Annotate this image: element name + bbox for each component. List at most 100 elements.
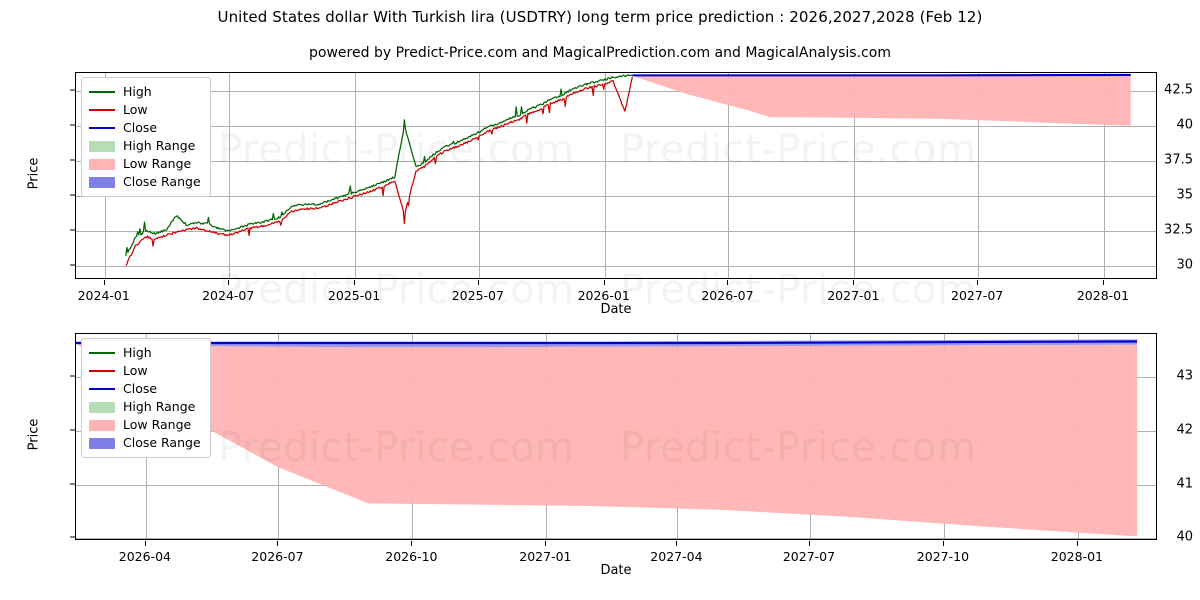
gridline-horizontal [76,231,1156,233]
legend-line-swatch [89,352,115,354]
legend-item-label: Low Range [123,156,192,171]
x-axis-tick-label: 2024-07 [202,288,255,303]
legend-band-swatch [89,158,115,170]
bottom-chart-x-axis-label: Date [600,563,632,578]
bottom-chart-y-axis-label: Price [26,418,42,451]
x-axis-tick-mark [411,541,413,546]
y-axis-tick-mark [70,194,75,196]
bottom-chart-series [76,339,1138,537]
x-axis-tick-mark [1102,280,1104,285]
legend-band-swatch [89,401,115,413]
legend-item: High Range [89,137,201,155]
legend-line-swatch [89,388,115,390]
x-axis-tick-label: 2027-07 [950,288,1004,303]
gridline-horizontal [76,161,1156,163]
top-chart-legend: High Low Close High Range Low Range Close Ran… [81,77,211,197]
legend-item-label: High Range [123,399,196,414]
x-axis-tick-label: 2027-10 [916,549,970,564]
gridline-horizontal [76,126,1156,128]
y-axis-tick-mark [70,124,75,126]
legend-item-label: Low [123,102,148,117]
gridline-horizontal [76,91,1156,93]
y-axis-tick-label: 32.5 [1164,222,1193,238]
x-axis-tick-mark [727,280,729,285]
y-axis-tick-mark [70,89,75,91]
legend-item-label: High Range [123,138,196,153]
x-axis-tick-label: 2026-10 [385,549,438,564]
y-axis-tick-mark [70,536,75,538]
x-axis-tick-label: 2028-01 [1076,288,1130,303]
legend-item: Low Range [89,155,201,173]
gridline-vertical [229,73,231,278]
legend-item-label: Close Range [123,174,201,189]
legend-line-swatch [89,127,115,129]
legend-line-swatch [89,370,115,372]
page-title: United States dollar With Turkish lira (… [217,8,983,26]
x-axis-tick-mark [228,280,230,285]
legend-band-swatch [89,140,115,152]
legend-item-label: Close Range [123,435,201,450]
legend-item: Close [89,380,201,398]
gridline-vertical [355,73,357,278]
x-axis-tick-mark [942,541,944,546]
x-axis-tick-label: 2028-01 [1050,549,1104,564]
x-axis-tick-label: 2027-01 [519,549,572,564]
top-chart-y-axis-label: Price [26,157,42,190]
legend-item-label: Close [123,381,158,396]
x-axis-tick-mark [277,541,279,546]
top-chart-series [125,73,1131,266]
y-axis-tick-mark [70,429,75,431]
legend-item: High Range [89,398,201,416]
band-low-range [632,75,1131,126]
x-axis-tick-mark [103,280,105,285]
gridline-vertical [854,73,856,278]
page-subtitle: powered by Predict-Price.com and Magical… [309,45,891,61]
legend-band-swatch [89,176,115,188]
x-axis-tick-label: 2024-01 [77,288,130,303]
x-axis-tick-mark [853,280,855,285]
legend-item: Low [89,101,201,119]
legend-band-swatch [89,419,115,431]
legend-item: High [89,83,201,101]
gridline-vertical [978,73,980,278]
x-axis-tick-mark [477,280,479,285]
gridline-vertical [1103,73,1105,278]
x-axis-tick-label: 2026-01 [577,288,630,303]
x-axis-tick-label: 2026-07 [251,549,304,564]
legend-item: Close Range [89,434,201,452]
y-axis-tick-mark [70,229,75,231]
legend-item: Low Range [89,416,201,434]
y-axis-tick-label: 30 [1176,257,1193,273]
y-axis-tick-label: 43 [1176,368,1193,384]
gridline-horizontal [76,266,1156,267]
y-axis-tick-mark [70,375,75,377]
legend-item-label: High [123,84,152,99]
legend-band-swatch [89,437,115,449]
bottom-chart-x-axis: 2026-04 2026-07 2026-10 2027-01 2027-04 2027-… [75,541,1157,571]
x-axis-tick-mark [1076,541,1078,546]
y-axis-tick-label: 41 [1176,476,1193,492]
legend-item: Close Range [89,173,201,191]
y-axis-tick-label: 42 [1176,422,1193,438]
legend-item: Low [89,362,201,380]
gridline-horizontal [76,196,1156,198]
top-chart-plot-area: High Low Close High Range Low Range Close Ran… [75,72,1157,279]
y-axis-tick-mark [70,159,75,161]
legend-line-swatch [89,91,115,93]
x-axis-tick-mark [545,541,547,546]
x-axis-tick-label: 2027-07 [782,549,836,564]
x-axis-tick-label: 2026-04 [118,549,172,564]
top-chart-x-axis: 2024-01 2024-07 2025-01 2025-07 2026-01 2026-… [75,280,1157,310]
x-axis-tick-mark [354,280,356,285]
gridline-vertical [604,73,606,278]
gridline-vertical [728,73,730,278]
y-axis-tick-label: 40 [1176,529,1193,545]
legend-item: High [89,344,201,362]
x-axis-tick-label: 2025-07 [451,288,504,303]
x-axis-tick-mark [808,541,810,546]
legend-item-label: Low Range [123,417,192,432]
bottom-chart-plot-area: High Low Close High Range Low Range Close Ran… [75,333,1157,540]
legend-item: Close [89,119,201,137]
series-line-low [125,76,633,266]
legend-item-label: Close [123,120,158,135]
